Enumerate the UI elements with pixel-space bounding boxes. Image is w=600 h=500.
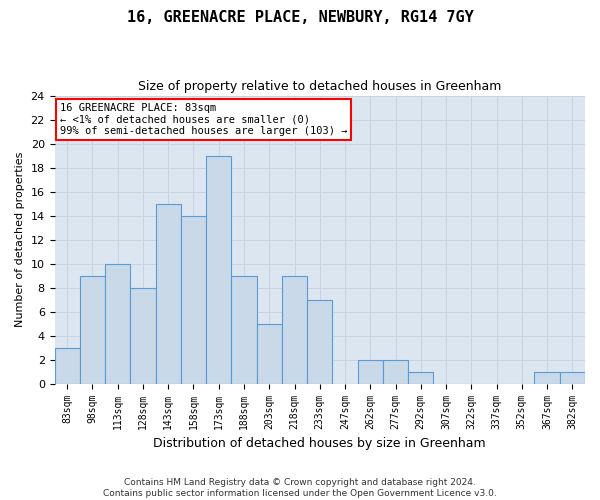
Bar <box>383 360 408 384</box>
Bar <box>80 276 105 384</box>
Bar <box>232 276 257 384</box>
Bar <box>408 372 433 384</box>
Bar <box>307 300 332 384</box>
Bar <box>105 264 130 384</box>
Text: 16 GREENACRE PLACE: 83sqm
← <1% of detached houses are smaller (0)
99% of semi-d: 16 GREENACRE PLACE: 83sqm ← <1% of detac… <box>60 103 347 136</box>
Bar <box>130 288 155 384</box>
Bar <box>181 216 206 384</box>
X-axis label: Distribution of detached houses by size in Greenham: Distribution of detached houses by size … <box>154 437 486 450</box>
Bar <box>257 324 282 384</box>
Bar <box>560 372 585 384</box>
Bar <box>535 372 560 384</box>
Bar <box>358 360 383 384</box>
Bar <box>55 348 80 384</box>
Text: 16, GREENACRE PLACE, NEWBURY, RG14 7GY: 16, GREENACRE PLACE, NEWBURY, RG14 7GY <box>127 10 473 25</box>
Bar <box>282 276 307 384</box>
Bar <box>155 204 181 384</box>
Title: Size of property relative to detached houses in Greenham: Size of property relative to detached ho… <box>138 80 502 93</box>
Y-axis label: Number of detached properties: Number of detached properties <box>15 152 25 328</box>
Text: Contains HM Land Registry data © Crown copyright and database right 2024.
Contai: Contains HM Land Registry data © Crown c… <box>103 478 497 498</box>
Bar <box>206 156 232 384</box>
